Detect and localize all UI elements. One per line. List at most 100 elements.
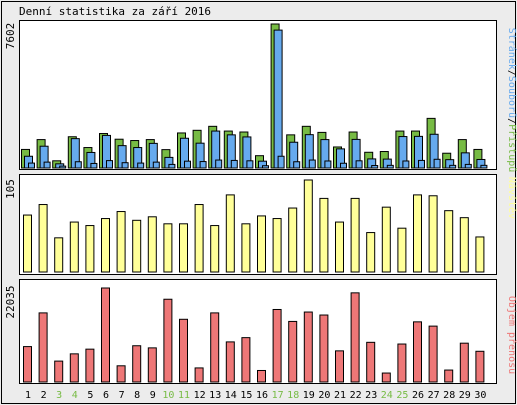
day-label: 24 (381, 390, 393, 401)
files-bar (273, 29, 283, 169)
day-label: 1 (25, 390, 31, 401)
day-label: 13 (209, 390, 221, 401)
day-label: 19 (303, 390, 315, 401)
pages-bar (418, 159, 425, 169)
day-label: 25 (396, 390, 408, 401)
pages-bar (137, 162, 145, 169)
day-axis-labels: 1 2 3 4 5 6 7 8 9 10 11 12 13 14 15 16 17 18 19 20 21 22 23 24 2… (25, 390, 486, 401)
visits-bar (444, 210, 454, 273)
traffic-bar (241, 337, 251, 383)
traffic-bar (397, 343, 407, 383)
visits-bar (147, 216, 157, 273)
day-label: 27 (428, 390, 440, 401)
visits-bar (428, 195, 438, 273)
legend-item-2: Souborů (506, 76, 517, 118)
visits-bar (272, 218, 282, 273)
pages-bar (121, 162, 129, 169)
day-label: 12 (194, 390, 206, 401)
visits-bar (116, 211, 126, 273)
pages-bar (308, 159, 316, 169)
daily-hits-ymax-label: 7602 (4, 23, 17, 50)
pages-bar (74, 161, 82, 169)
day-label: 30 (474, 390, 486, 401)
day-label: 4 (72, 390, 78, 401)
pages-bar (246, 160, 254, 169)
traffic-bar (257, 369, 266, 383)
daily-traffic-bars (23, 287, 485, 383)
traffic-bar (319, 314, 329, 383)
traffic-bar (69, 353, 79, 383)
day-label: 5 (87, 390, 93, 401)
day-label: 6 (103, 390, 109, 401)
visits-bar (210, 225, 220, 273)
day-label: 18 (287, 390, 299, 401)
pages-bar (464, 163, 472, 169)
traffic-bar (194, 367, 204, 383)
day-label: 2 (41, 390, 47, 401)
daily-hits-legend: Stránek/Souborů/Přístupů (506, 28, 517, 173)
pages-bar (324, 160, 332, 169)
pages-bar (184, 160, 191, 169)
day-label: 22 (350, 390, 362, 401)
legend-item-1: Stránek (506, 28, 517, 70)
visits-bar (194, 204, 204, 273)
pages-bar (230, 159, 238, 169)
daily-traffic-ymax-label: 22035 (4, 285, 17, 318)
pages-bar (199, 161, 207, 169)
visits-bar (101, 218, 110, 273)
visits-bar (335, 221, 344, 273)
pages-bar (90, 162, 98, 169)
traffic-bar (272, 308, 282, 383)
visits-bar (350, 197, 360, 273)
traffic-bar (163, 298, 173, 383)
traffic-bar (428, 325, 438, 383)
visits-bar (366, 232, 376, 273)
visits-bar (132, 219, 142, 273)
pages-bar (43, 161, 51, 169)
traffic-bar (179, 318, 188, 383)
visits-bar (288, 207, 298, 273)
visits-bar (397, 227, 407, 273)
pages-bar (386, 164, 394, 169)
day-label: 14 (225, 390, 237, 401)
pages-bar (433, 158, 441, 169)
traffic-bar (38, 312, 48, 383)
traffic-bar (210, 312, 220, 383)
traffic-bar (366, 341, 376, 383)
daily-traffic-legend: Objem přenosu (506, 296, 517, 374)
traffic-bar (335, 350, 344, 383)
pages-bar (355, 160, 363, 169)
pages-bar (59, 165, 67, 169)
day-label: 17 (272, 390, 284, 401)
day-label: 9 (150, 390, 156, 401)
traffic-bar (381, 372, 391, 383)
visits-bar (413, 194, 422, 273)
pages-bar (402, 160, 410, 169)
daily-hits-bars (21, 23, 488, 169)
day-label: 15 (240, 390, 252, 401)
visits-bar (225, 194, 235, 273)
pages-bar (262, 165, 269, 169)
pages-bar (28, 162, 35, 169)
traffic-bar (116, 365, 126, 383)
visits-bar (38, 204, 48, 273)
visits-bar (179, 223, 188, 273)
traffic-bar (225, 341, 235, 383)
visits-bar (85, 225, 95, 273)
traffic-bar (132, 345, 142, 383)
day-label: 29 (459, 390, 471, 401)
daily-visits-panel: 105 Návštěv (4, 174, 517, 275)
traffic-bar (101, 287, 110, 383)
day-label: 28 (443, 390, 455, 401)
pages-bar (106, 160, 113, 169)
pages-bar (293, 161, 301, 169)
legend-item-3: Přístupů (506, 124, 517, 172)
daily-visits-legend: Návštěv (506, 177, 517, 219)
day-label: 7 (119, 390, 125, 401)
pages-bar (168, 163, 176, 169)
day-label: 23 (365, 390, 377, 401)
traffic-bar (303, 311, 313, 383)
day-label: 20 (318, 390, 330, 401)
pages-bar (277, 155, 285, 169)
